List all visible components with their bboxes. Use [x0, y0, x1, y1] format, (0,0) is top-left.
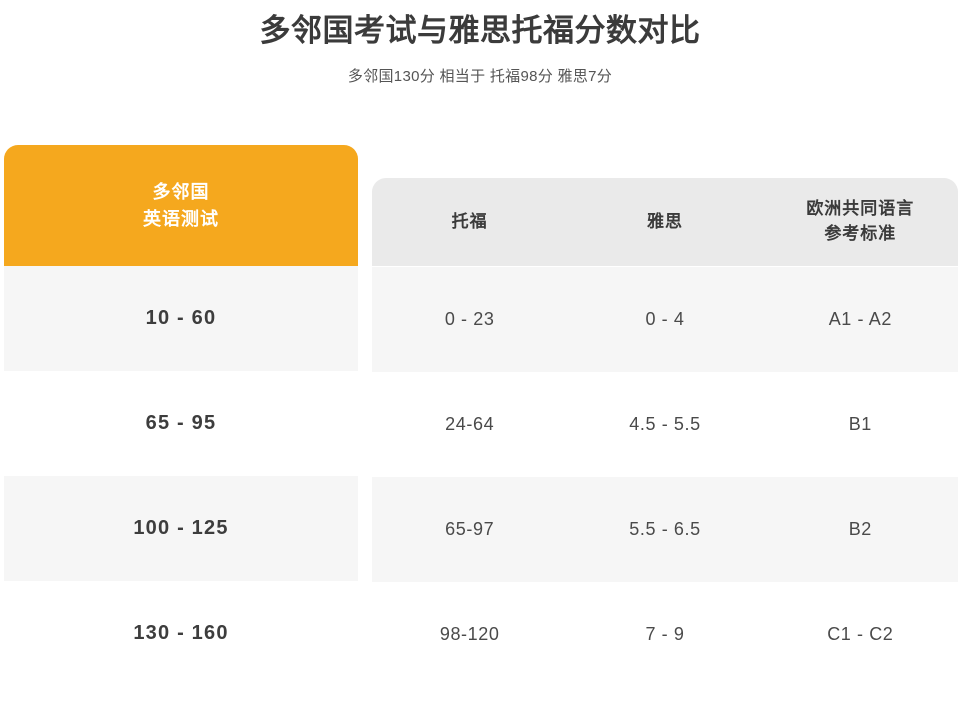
- cefr-level-value: B1: [848, 414, 872, 434]
- duolingo-score-value: 10 - 60: [145, 307, 217, 329]
- column-header-cefr: 欧洲共同语言 参考标准: [763, 178, 958, 266]
- column-header-ielts-line1: 雅思: [646, 211, 683, 231]
- ielts-score-value: 5.5 - 6.5: [629, 519, 701, 539]
- column-header-toefl-line1: 托福: [451, 211, 488, 231]
- duolingo-column-header: 多邻国 英语测试: [4, 145, 358, 266]
- table-row: 0 - 23 0 - 4 A1 - A2: [372, 267, 958, 372]
- ielts-score-value: 7 - 9: [645, 624, 685, 644]
- duolingo-column: 多邻国 英语测试 10 - 60 65 - 95 100 - 125 130 -…: [4, 145, 358, 686]
- duolingo-column-header-line1: 多邻国: [152, 181, 210, 202]
- duolingo-score-value: 100 - 125: [133, 517, 229, 539]
- toefl-score-value: 0 - 23: [444, 309, 495, 329]
- cefr-level-value: B2: [848, 519, 872, 539]
- duolingo-score-value: 130 - 160: [133, 622, 229, 644]
- table-row: 100 - 125: [4, 476, 358, 581]
- comparison-header-row: 托福 雅思 欧洲共同语言 参考标准: [372, 178, 958, 266]
- duolingo-column-header-line2: 英语测试: [143, 208, 219, 229]
- table-row: 10 - 60: [4, 266, 358, 371]
- duolingo-score-value: 65 - 95: [145, 412, 217, 434]
- column-header-cefr-line1: 欧洲共同语言: [806, 199, 915, 219]
- table-row: 65-97 5.5 - 6.5 B2: [372, 477, 958, 582]
- column-header-cefr-line2: 参考标准: [824, 224, 897, 243]
- toefl-score-value: 65-97: [445, 519, 495, 539]
- column-header-toefl: 托福: [372, 178, 567, 266]
- page-subtitle: 多邻国130分 相当于 托福98分 雅思7分: [347, 67, 613, 85]
- page-header: 多邻国考试与雅思托福分数对比 多邻国130分 相当于 托福98分 雅思7分: [0, 0, 960, 86]
- column-header-ielts: 雅思: [567, 178, 762, 266]
- cefr-level-value: C1 - C2: [827, 624, 894, 644]
- comparison-columns: 托福 雅思 欧洲共同语言 参考标准 0 - 23 0 - 4 A1 - A2 2…: [372, 178, 958, 687]
- table-row: 130 - 160: [4, 581, 358, 686]
- cefr-level-value: A1 - A2: [828, 309, 892, 329]
- table-row: 24-64 4.5 - 5.5 B1: [372, 372, 958, 477]
- ielts-score-value: 4.5 - 5.5: [629, 414, 701, 434]
- ielts-score-value: 0 - 4: [645, 309, 685, 329]
- score-comparison-table: 多邻国 英语测试 10 - 60 65 - 95 100 - 125 130 -…: [0, 140, 960, 700]
- table-row: 65 - 95: [4, 371, 358, 476]
- table-row: 98-120 7 - 9 C1 - C2: [372, 582, 958, 687]
- toefl-score-value: 24-64: [445, 414, 495, 434]
- toefl-score-value: 98-120: [439, 624, 500, 644]
- page-title: 多邻国考试与雅思托福分数对比: [259, 13, 701, 48]
- header-divider: [372, 266, 958, 267]
